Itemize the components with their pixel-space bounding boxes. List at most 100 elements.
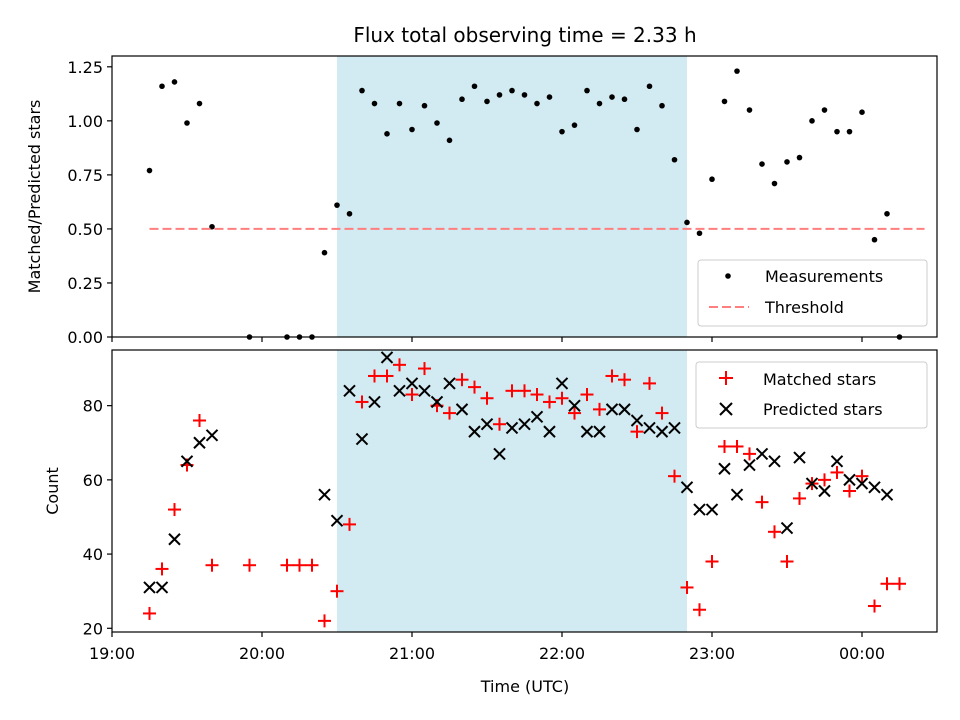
matched-star-point <box>355 395 369 409</box>
predicted-star-point <box>605 403 619 416</box>
matched-star-point <box>368 369 381 383</box>
matched-star-point <box>493 417 506 431</box>
bottom-x-ticks: 19:00 20:00 21:00 22:00 23:00 00:00 <box>89 632 885 663</box>
measurement-point <box>746 107 753 113</box>
bottom-y-tick-label: 40 <box>83 545 103 564</box>
predicted-star-point <box>705 503 719 516</box>
matched-star-point <box>555 391 569 405</box>
predicted-star-point <box>643 421 656 435</box>
matched-star-point <box>193 414 206 427</box>
predicted-star-point <box>743 458 756 472</box>
measurement-point <box>159 83 165 90</box>
measurement-point <box>796 154 803 161</box>
predicted-star-point <box>155 581 169 594</box>
matched-star-point <box>418 362 431 376</box>
measurement-point <box>171 79 178 85</box>
matched-star-point <box>755 495 769 509</box>
matched-star-point <box>518 384 531 398</box>
predicted-star-point <box>330 514 344 527</box>
matched-star-point <box>630 425 644 439</box>
predicted-star-point <box>655 425 669 438</box>
legend-label-predicted-stars: Predicted stars <box>763 400 883 419</box>
predicted-star-point <box>830 455 844 468</box>
measurement-point <box>596 100 603 107</box>
legend-marker-matched-stars <box>719 371 733 385</box>
top-axes-frame <box>111 55 938 338</box>
predicted-star-point <box>318 488 331 501</box>
matched-star-point <box>293 558 306 572</box>
measurement-point <box>446 137 453 144</box>
top-y-tick-label: 0.50 <box>67 220 103 239</box>
top-legend: Measurements Threshold <box>697 259 928 327</box>
measurement-point <box>334 202 340 208</box>
matched-star-point <box>743 447 756 461</box>
bottom-y-tick-label: 80 <box>83 397 103 416</box>
predicted-star-point <box>518 418 531 431</box>
matched-star-point <box>818 473 831 487</box>
predicted-star-point <box>555 377 569 390</box>
predicted-star-point <box>368 395 381 409</box>
matched-star-point <box>468 380 481 394</box>
measurement-point <box>871 236 878 243</box>
predicted-star-point <box>618 403 631 416</box>
matched-star-point <box>343 517 356 531</box>
chart-title: Flux total observing time = 2.33 h <box>353 23 696 47</box>
top-legend-box <box>697 259 928 327</box>
measurement-point <box>834 128 840 135</box>
predicted-star-point <box>380 351 394 364</box>
matched-star-point <box>868 599 881 613</box>
matched-star-point <box>405 388 419 402</box>
matched-star-point <box>380 369 394 383</box>
predicted-star-point <box>568 399 581 412</box>
legend-marker-measurements <box>725 273 731 279</box>
bottom-y-ticks: 20 40 60 80 <box>83 397 112 638</box>
predicted-star-point <box>168 533 181 546</box>
measurement-point <box>146 167 153 174</box>
bottom-x-tick-label: 23:00 <box>689 644 735 663</box>
measurement-point <box>846 128 853 135</box>
measurement-point <box>409 126 415 133</box>
predicted-star-point <box>418 384 431 398</box>
matched-star-point <box>855 469 869 483</box>
matched-star-point <box>393 358 406 372</box>
predicted-star-point <box>505 421 519 435</box>
bottom-x-tick-label: 21:00 <box>389 644 435 663</box>
measurement-point <box>884 210 890 217</box>
measurement-point <box>471 83 478 90</box>
measurement-point <box>646 83 653 90</box>
matched-star-point <box>830 465 844 479</box>
measurement-point <box>559 128 565 135</box>
matched-star-point <box>330 584 344 598</box>
measurement-point <box>546 94 553 100</box>
top-y-tick-label: 1.25 <box>67 58 103 77</box>
matched-star-point <box>143 606 156 620</box>
predicted-star-point <box>355 432 369 446</box>
predicted-star-point <box>780 521 794 535</box>
matched-star-point <box>580 388 594 402</box>
matched-star-point <box>680 580 694 594</box>
matched-star-point <box>280 558 294 572</box>
predicted-star-point <box>430 395 444 409</box>
matched-star-point <box>543 395 556 409</box>
predicted-star-point <box>855 477 869 490</box>
measurement-point <box>571 122 578 128</box>
measurement-point <box>721 98 728 105</box>
measurement-point <box>509 87 515 94</box>
predicted-star-point <box>818 484 831 498</box>
bottom-y-axis-label: Count <box>43 467 62 515</box>
measurement-point <box>584 87 590 94</box>
bottom-x-tick-label: 20:00 <box>239 644 285 663</box>
predicted-star-point <box>405 377 419 390</box>
measurement-point <box>696 230 703 237</box>
predicted-star-point <box>718 462 731 475</box>
measurement-point <box>759 161 765 167</box>
bottom-legend: Matched stars Predicted stars <box>695 361 928 429</box>
measurement-point <box>684 219 690 226</box>
matched-star-point <box>843 484 856 498</box>
top-y-tick-label: 1.00 <box>67 112 103 131</box>
matched-star-point <box>455 373 469 387</box>
measurement-point <box>321 249 328 256</box>
matched-star-point <box>705 555 719 568</box>
predicted-star-point <box>143 581 156 594</box>
